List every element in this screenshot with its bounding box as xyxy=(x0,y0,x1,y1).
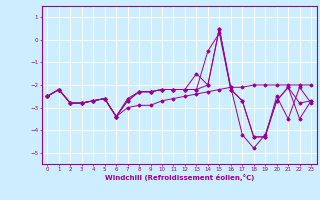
X-axis label: Windchill (Refroidissement éolien,°C): Windchill (Refroidissement éolien,°C) xyxy=(105,174,254,181)
